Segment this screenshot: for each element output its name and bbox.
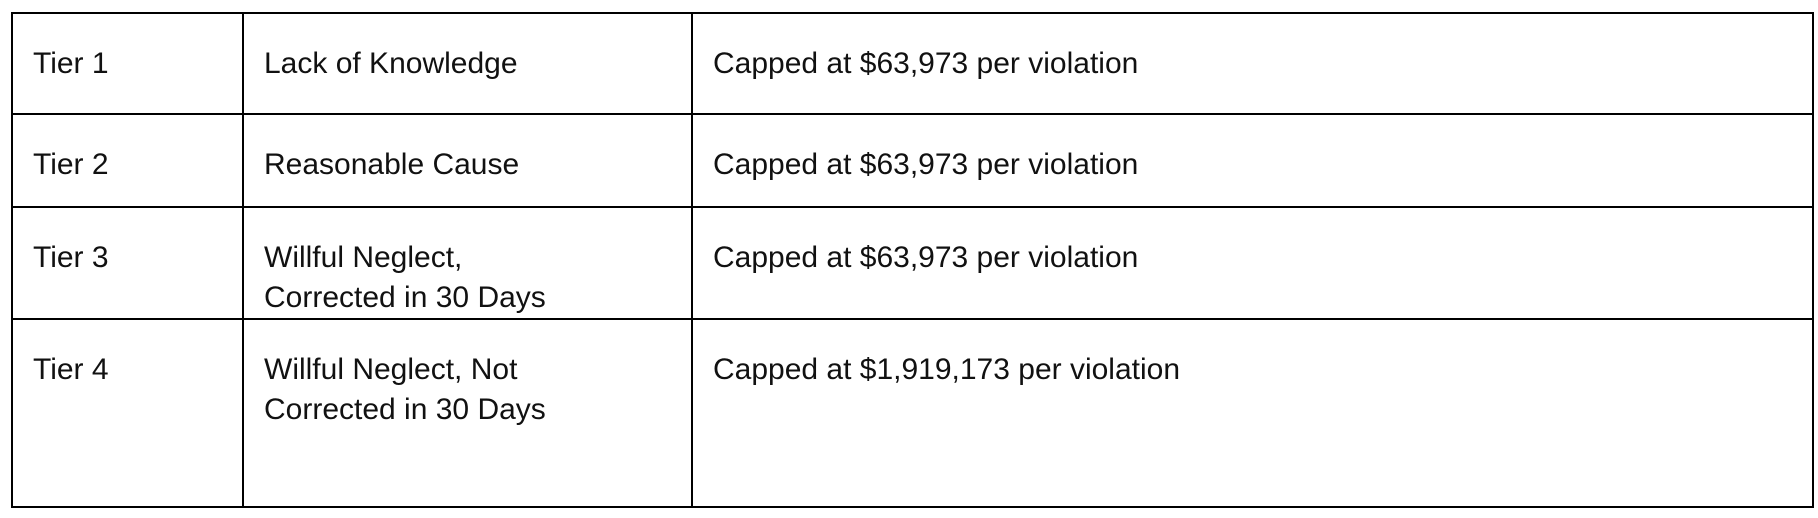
- table-row: Tier 2 Reasonable Cause Capped at $63,973 …: [11, 113, 1814, 208]
- table-cell: Capped at $63,973 per violation: [691, 12, 1814, 115]
- penalty-table: Tier 1 Lack of Knowledge Capped at $63,973…: [11, 12, 1814, 508]
- table-cell: Capped at $1,919,173 per violation: [691, 318, 1814, 508]
- table-cell: Willful Neglect, Corrected in 30 Days: [242, 206, 693, 320]
- table-cell: Tier 3: [11, 206, 244, 320]
- table-row: Tier 4 Willful Neglect, Not Corrected in 3…: [11, 318, 1814, 508]
- table-cell: Tier 1: [11, 12, 244, 115]
- cell-line: Willful Neglect,: [264, 241, 463, 274]
- table-cell: Reasonable Cause: [242, 113, 693, 208]
- table-cell: Capped at $63,973 per violation: [691, 113, 1814, 208]
- table-cell: Capped at $63,973 per violation: [691, 206, 1814, 320]
- table-cell: Willful Neglect, Not Corrected in 30 Days: [242, 318, 693, 508]
- table-row: Tier 1 Lack of Knowledge Capped at $63,973…: [11, 12, 1814, 115]
- table-cell: Tier 4: [11, 318, 244, 508]
- cell-line: Corrected in 30 Days: [264, 393, 546, 426]
- table-body: Tier 1 Lack of Knowledge Capped at $63,973…: [11, 12, 1814, 508]
- table-cell: Lack of Knowledge: [242, 12, 693, 115]
- cell-line: Corrected in 30 Days: [264, 281, 546, 314]
- table-row: Tier 3 Willful Neglect, Corrected in 30 Da…: [11, 206, 1814, 320]
- table-cell: Tier 2: [11, 113, 244, 208]
- cell-line: Willful Neglect, Not: [264, 353, 518, 386]
